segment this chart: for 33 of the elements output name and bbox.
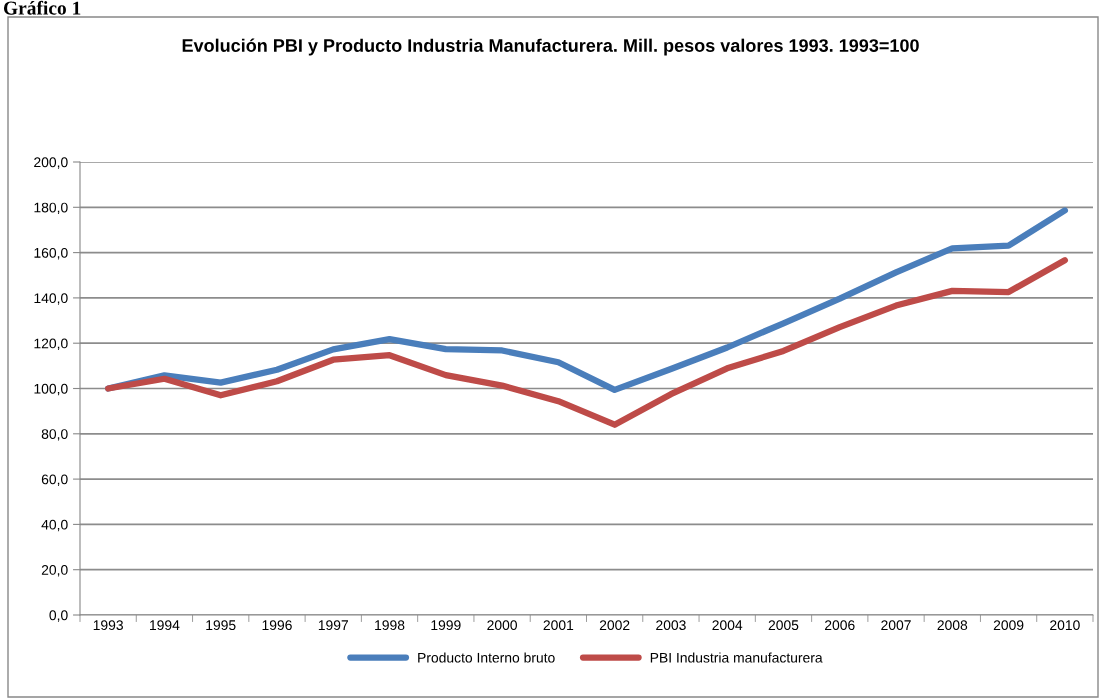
x-tick-label: 1997 <box>318 620 348 631</box>
x-tick-label: 1996 <box>262 620 292 631</box>
y-tick-label: 200,0 <box>34 157 68 169</box>
x-tick-label: 2010 <box>1050 620 1080 631</box>
y-tick-label: 120,0 <box>34 338 68 351</box>
y-tick-label: 0,0 <box>49 610 68 622</box>
text: Gráfico 1 <box>3 0 81 15</box>
x-tick-label: 2005 <box>768 620 799 631</box>
chart-title: Evolución PBI y Producto Industria Manufacturera. Mill. pesos valores 1993. 1993=100 <box>182 38 919 56</box>
x-tick-label: 1998 <box>375 620 405 631</box>
x-tick-label: 2007 <box>881 620 911 631</box>
x-tick-label: 2009 <box>993 620 1024 631</box>
x-tick-label: 1994 <box>150 620 180 631</box>
x-tick-label: 2001 <box>543 620 574 631</box>
x-tick-label: 2000 <box>487 620 517 631</box>
legend-label: Producto Interno bruto <box>418 652 555 663</box>
x-tick-label: 1999 <box>431 620 461 631</box>
y-tick-label: 60,0 <box>41 474 68 486</box>
y-tick-label: 40,0 <box>41 519 68 532</box>
x-tick-label: 2008 <box>937 620 968 631</box>
y-tick-label: 100,0 <box>34 383 68 396</box>
y-tick-label: 20,0 <box>41 565 68 577</box>
legend-label: PBI Industria manufacturera <box>650 652 823 663</box>
x-tick-label: 1993 <box>93 620 123 631</box>
y-tick-label: 160,0 <box>34 247 68 260</box>
y-tick-label: 180,0 <box>34 202 68 215</box>
x-tick-label: 1995 <box>206 620 236 631</box>
x-tick-label: 2002 <box>599 620 630 631</box>
y-tick-label: 80,0 <box>41 429 68 441</box>
x-tick-label: 2004 <box>712 620 743 631</box>
x-tick-label: 2003 <box>656 620 686 631</box>
y-tick-label: 140,0 <box>34 293 68 305</box>
x-tick-label: 2006 <box>825 620 855 631</box>
